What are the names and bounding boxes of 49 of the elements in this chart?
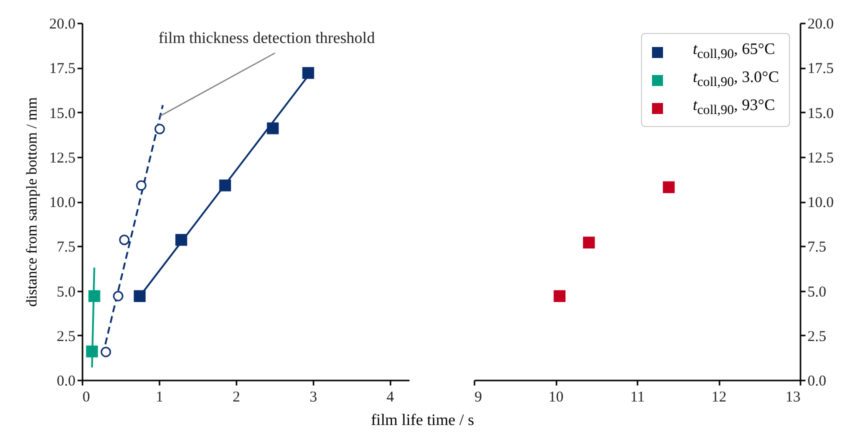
annotation: film thickness detection threshold (158, 30, 375, 47)
x-axis-title: film life time / s (370, 412, 476, 430)
point (119, 234, 130, 246)
legend-label: t$_{coll,90}$, 65°C (692, 41, 775, 63)
legend-label: t$_{coll,90}$, 3.0°C (692, 69, 779, 91)
point (100, 346, 112, 358)
point (554, 290, 566, 302)
y-tick-label: 10.0 (808, 195, 834, 211)
x-tick-label: 11 (630, 390, 645, 406)
x-tick-label: 12 (712, 390, 726, 406)
y-tick-label: 12.5 (808, 150, 834, 166)
legend-label: t$_{coll,90}$, 93°C (692, 97, 775, 119)
point (154, 124, 165, 134)
y-tick-label: 0.0 (56, 374, 76, 390)
x-tick-label: 3 (310, 390, 318, 406)
x-tick-label: 2 (232, 390, 240, 406)
x-tick-label: 0 (82, 390, 90, 406)
x-tick-label: 9 (474, 390, 482, 406)
x-tick-label: 1 (156, 390, 164, 406)
y-tick-label: 10.0 (49, 195, 76, 211)
y-tick-label: 2.5 (56, 328, 76, 345)
point (136, 180, 146, 191)
y-tick-label: 17.5 (808, 61, 834, 78)
y-tick-label: 15.0 (808, 106, 834, 122)
y-tick-label: 5.0 (56, 284, 76, 300)
y-tick-label: 20.0 (808, 16, 834, 32)
y-tick-label: 2.5 (808, 328, 826, 345)
x-tick-label: 10 (548, 390, 564, 406)
y-axis-title: distance from sample bottom / mm (24, 96, 40, 307)
point (88, 290, 100, 302)
point (583, 236, 595, 248)
y-tick-label: 20.0 (49, 16, 76, 32)
y-tick-label: 7.5 (56, 240, 76, 256)
y-tick-label: 12.5 (49, 150, 76, 166)
point (302, 67, 314, 79)
x-tick-label: 13 (786, 390, 800, 406)
x-tick-label: 4 (386, 390, 395, 406)
point (266, 122, 279, 134)
point (112, 290, 124, 302)
point (219, 180, 232, 192)
y-tick-label: 7.5 (808, 240, 826, 256)
point (175, 234, 188, 246)
y-tick-label: 5.0 (808, 284, 826, 300)
point (134, 290, 146, 302)
point (86, 346, 98, 358)
y-tick-label: 15.0 (49, 106, 76, 122)
y-tick-label: 0.0 (808, 374, 826, 390)
point (662, 181, 675, 194)
y-tick-label: 17.5 (49, 61, 76, 78)
